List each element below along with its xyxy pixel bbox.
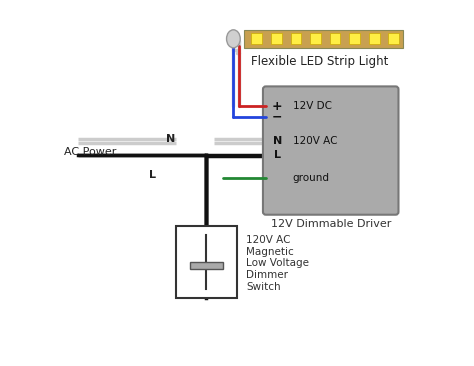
Text: N: N [166,134,175,145]
Bar [388,33,399,44]
FancyBboxPatch shape [263,86,399,215]
Text: 12V DC: 12V DC [293,101,332,111]
Bar [349,33,360,44]
Text: Flexible LED Strip Light: Flexible LED Strip Light [251,55,389,68]
Bar [176,226,237,298]
Bar [330,33,340,44]
Bar [369,33,380,44]
Text: ground: ground [293,172,330,183]
Text: 120V AC
Magnetic
Low Voltage
Dimmer
Switch: 120V AC Magnetic Low Voltage Dimmer Swit… [246,235,309,292]
Text: L: L [274,150,281,160]
Bar [271,33,282,44]
Bar [291,33,301,44]
Text: −: − [272,111,283,124]
Bar [310,33,321,44]
Text: 12V Dimmable Driver: 12V Dimmable Driver [271,219,391,229]
Text: +: + [272,100,283,113]
Bar [244,30,403,48]
Text: L: L [149,170,156,180]
Ellipse shape [227,30,240,48]
Bar [190,262,223,269]
Text: AC Power: AC Power [64,147,116,157]
Bar [251,33,262,44]
Text: N: N [273,136,282,146]
Text: 120V AC: 120V AC [293,136,337,146]
